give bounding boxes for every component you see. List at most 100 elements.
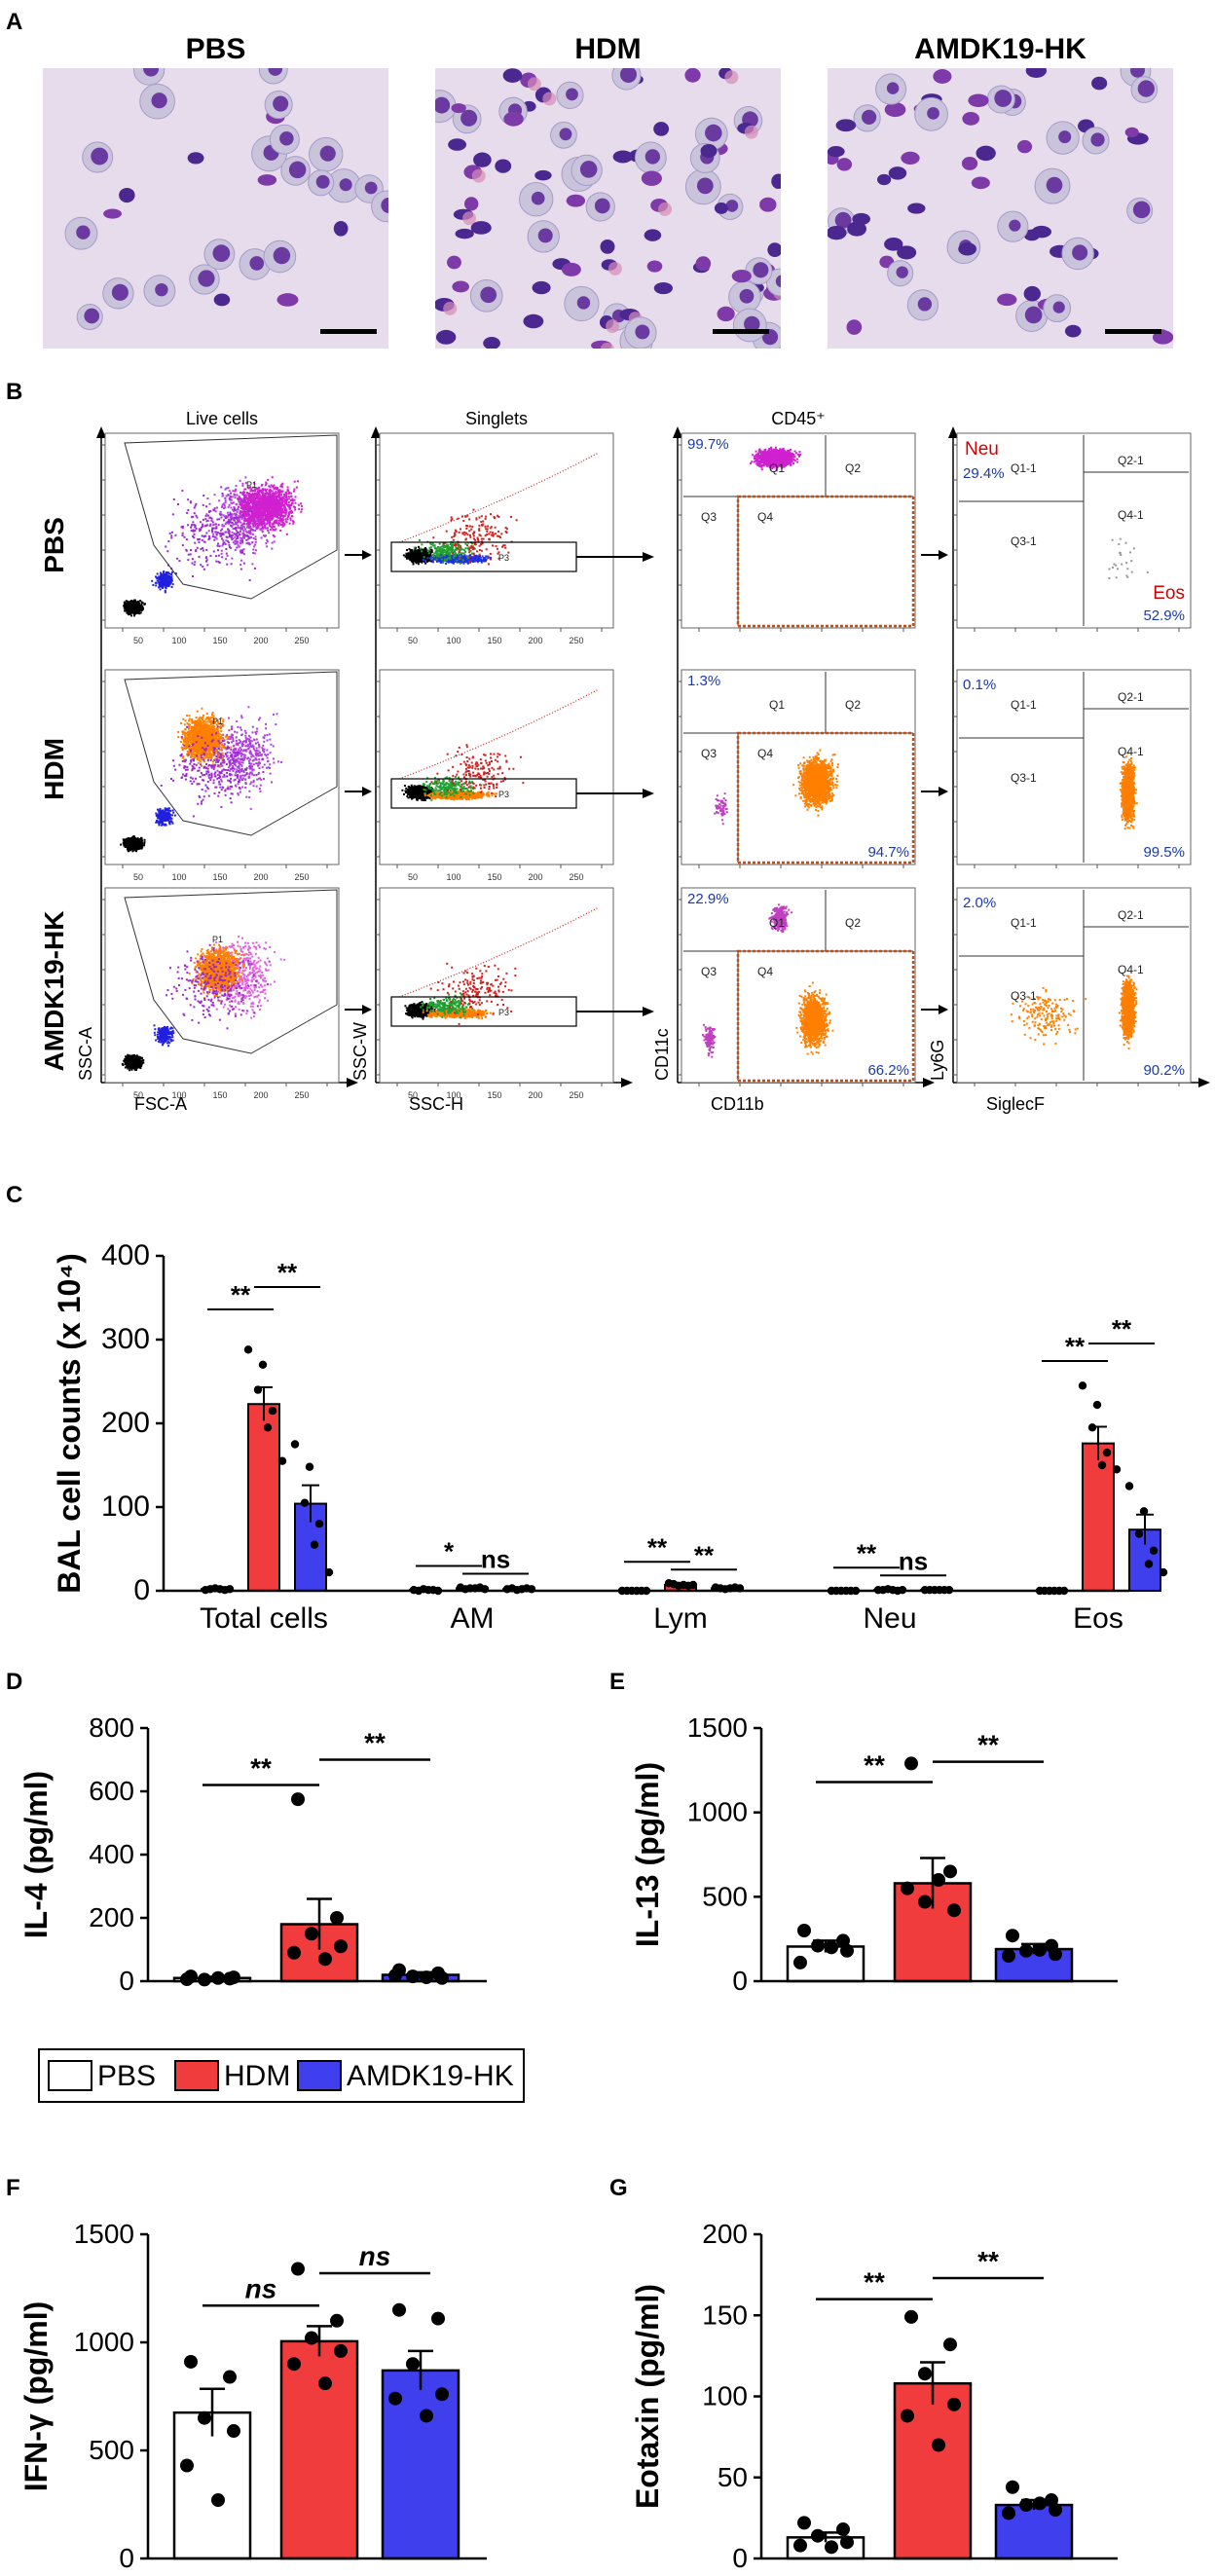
event-dot [126, 602, 129, 605]
event-dot [225, 495, 228, 497]
event-dot [162, 580, 165, 583]
event-dot [264, 517, 267, 520]
event-dot [129, 612, 131, 615]
event-dot [213, 494, 216, 497]
cell-nucleus [1072, 244, 1088, 261]
tick-label: 50 [133, 636, 143, 645]
event-dot [248, 523, 251, 526]
event-dot [231, 557, 234, 560]
event-dot [161, 575, 164, 578]
event-dot [454, 550, 457, 553]
event-dot [239, 514, 242, 517]
event-dot [193, 506, 196, 509]
cell-nucleus [897, 245, 917, 260]
event-dot [444, 549, 447, 552]
eosinophil-granules [724, 70, 739, 85]
event-dot [221, 503, 224, 506]
event-dot [409, 549, 412, 552]
event-dot [212, 533, 215, 535]
event-dot [164, 589, 166, 592]
event-dot [276, 489, 279, 492]
event-dot [227, 505, 230, 508]
event-dot [217, 542, 220, 545]
cell-nucleus [339, 178, 352, 192]
cell-nucleus [111, 283, 129, 301]
event-dot [132, 603, 135, 606]
event-dot [174, 534, 177, 536]
event-dot [214, 523, 217, 526]
cell-nucleus [319, 145, 336, 162]
event-dot [164, 577, 166, 580]
row-label: HDM [39, 738, 69, 800]
event-dot [143, 603, 146, 606]
event-dot [437, 558, 440, 561]
event-dot [439, 555, 442, 558]
event-dot [138, 607, 141, 609]
cell-nucleus [143, 68, 160, 77]
x-axis-label: CD11b [711, 1094, 764, 1114]
cell-nucleus [566, 194, 586, 207]
event-dot [137, 600, 140, 603]
event-dot [274, 519, 276, 522]
event-dot [271, 476, 274, 479]
cell-nucleus [84, 308, 100, 324]
event-dot [437, 545, 440, 548]
event-dot [234, 542, 237, 545]
event-dot [240, 537, 243, 540]
event-dot [208, 534, 211, 537]
event-dot [237, 524, 239, 527]
event-dot [208, 537, 211, 540]
event-dot [221, 528, 224, 531]
cell-nucleus [503, 111, 524, 127]
tick-label: 100 [446, 636, 460, 645]
event-dot [264, 509, 267, 512]
cell-nucleus [532, 280, 551, 295]
event-dot [192, 575, 195, 578]
event-dot [243, 515, 246, 518]
event-dot [412, 563, 415, 566]
event-dot [251, 533, 254, 535]
event-dot [264, 504, 267, 507]
event-dot [168, 583, 171, 586]
event-dot [224, 497, 227, 499]
cell-nucleus [775, 275, 781, 288]
event-dot [241, 541, 244, 544]
event-dot [233, 512, 236, 515]
event-dot [274, 487, 276, 490]
cell-nucleus [566, 88, 578, 101]
event-dot [193, 512, 196, 515]
event-dot [241, 511, 244, 514]
event-dot [242, 522, 245, 525]
event-dot [231, 538, 234, 541]
event-dot [435, 547, 438, 550]
panel-letter-a: A [6, 9, 22, 35]
event-dot [213, 538, 216, 541]
event-dot [206, 514, 209, 517]
cell-nucleus [961, 156, 978, 170]
event-dot [250, 498, 253, 501]
event-dot [257, 519, 260, 522]
cell-nucleus [600, 239, 615, 254]
event-dot [212, 550, 215, 553]
event-dot [251, 495, 254, 497]
event-dot [262, 527, 265, 530]
event-dot [191, 562, 194, 565]
cell-nucleus [862, 109, 877, 125]
event-dot [124, 604, 127, 607]
event-dot [220, 552, 223, 555]
tick-label: 100 [171, 636, 186, 645]
event-dot [269, 525, 272, 528]
event-dot [276, 491, 279, 494]
cell-nucleus [1046, 176, 1063, 194]
event-dot [248, 507, 251, 510]
event-dot [221, 556, 224, 559]
event-dot [244, 476, 247, 479]
event-dot [262, 511, 265, 514]
event-dot [227, 528, 230, 531]
cell-nucleus [884, 102, 906, 118]
cell-nucleus [933, 69, 952, 84]
event-dot [213, 535, 216, 538]
tick-label: 150 [212, 636, 227, 645]
event-dot [246, 500, 249, 503]
micrograph-title: HDM [574, 33, 641, 65]
